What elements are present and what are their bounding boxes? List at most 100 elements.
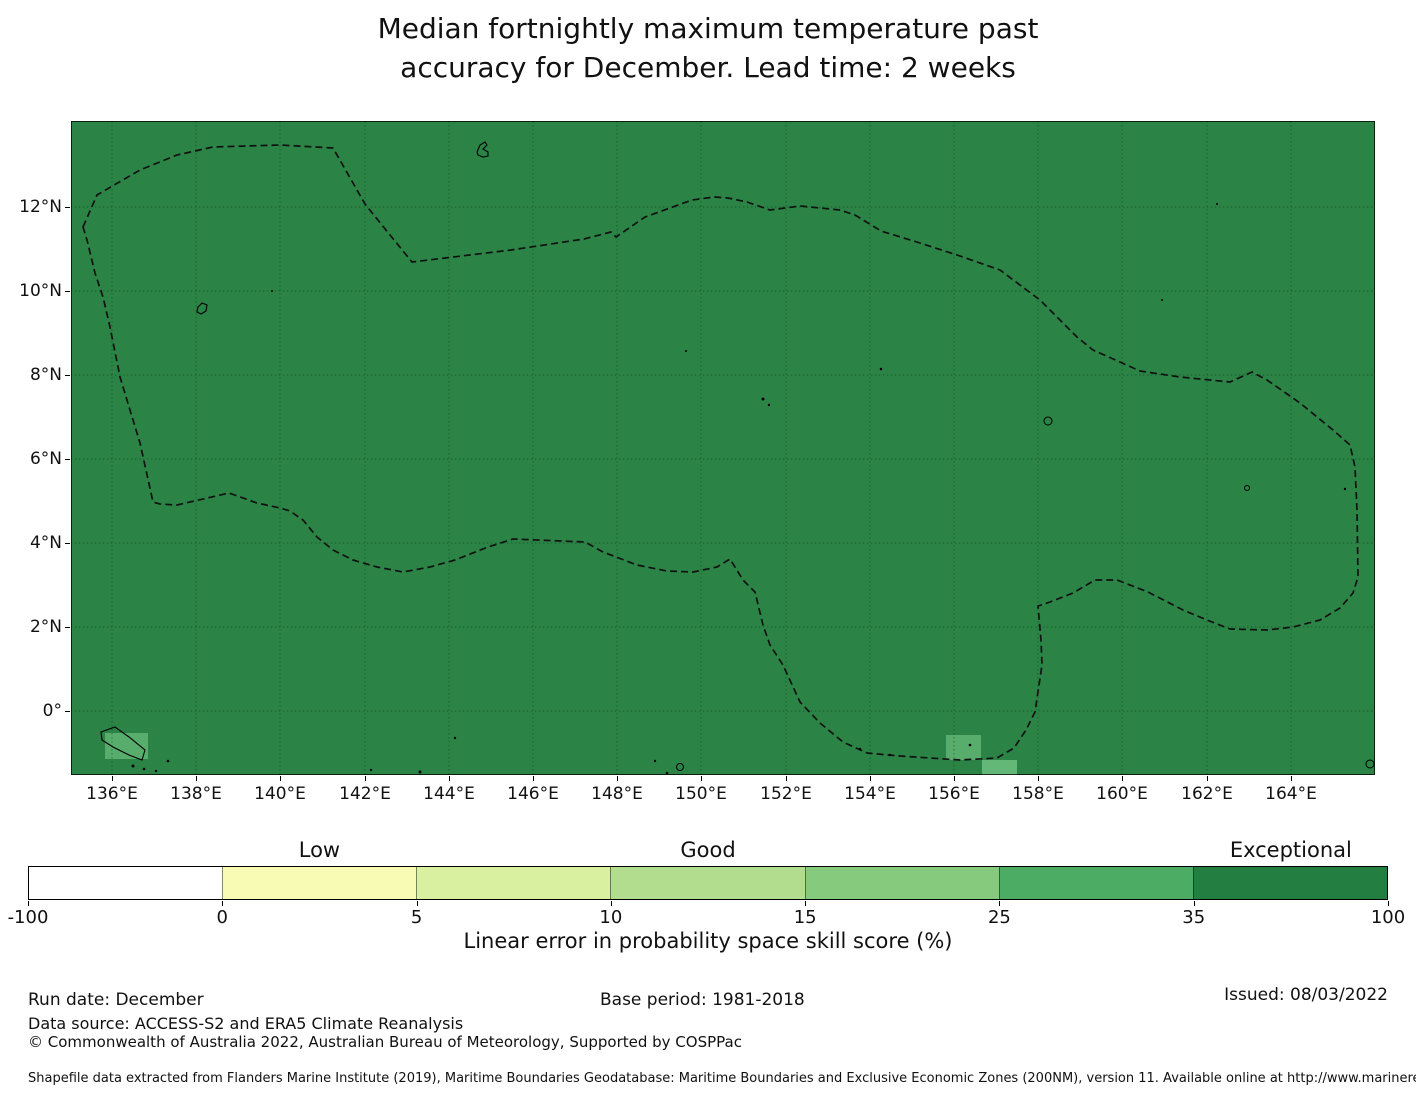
island-dot (418, 770, 422, 774)
colorbar-tickmark (805, 901, 807, 906)
y-axis-tickmark (65, 291, 70, 292)
colorbar-tick-label: 0 (216, 907, 228, 928)
island-dot (1216, 203, 1218, 205)
x-axis-tickmark (365, 776, 366, 781)
x-axis-tickmark (786, 776, 787, 781)
island-outline (196, 302, 208, 315)
y-axis-tick-label: 0° (42, 701, 62, 721)
colorbar-axis-label: Linear error in probability space skill … (463, 929, 953, 953)
y-axis-tick-label: 12°N (19, 197, 62, 217)
x-axis-tickmark (617, 776, 618, 781)
x-axis-tick-label: 164°E (1265, 784, 1317, 804)
island-dot (271, 290, 273, 292)
x-axis-tickmark (1038, 776, 1039, 781)
island-dot (369, 768, 373, 772)
x-axis-tick-label: 144°E (423, 784, 475, 804)
x-axis-tick-label: 138°E (170, 784, 222, 804)
island-dot (1343, 487, 1347, 491)
island-dot (154, 769, 158, 773)
chart-title-line-1: Median fortnightly maximum temperature p… (377, 12, 1039, 45)
atoll-outline (1244, 485, 1250, 491)
island-dot (767, 403, 771, 407)
x-axis-tickmark (870, 776, 871, 781)
island-dot (653, 759, 657, 763)
colorbar-tickmark (1193, 901, 1195, 906)
y-axis-tick-label: 2°N (29, 617, 62, 637)
map-canvas (71, 121, 1375, 775)
island-outline (476, 141, 489, 158)
colorbar-tickmark (28, 901, 29, 906)
x-axis-tickmark (1207, 776, 1208, 781)
x-axis-tickmark (449, 776, 450, 781)
colorbar-category-label: Exceptional (1229, 838, 1352, 862)
island-dot (131, 764, 135, 768)
x-axis-tick-label: 156°E (928, 784, 980, 804)
colorbar-segment (1192, 867, 1387, 899)
island-dot (968, 743, 972, 747)
y-axis-tickmark (65, 459, 70, 460)
x-axis-tickmark (954, 776, 955, 781)
eez-boundary-line (82, 144, 1359, 761)
island-dot (166, 759, 170, 763)
issued-date-text: Issued: 08/03/2022 (1224, 985, 1388, 1005)
colorbar-category-label: Good (680, 838, 736, 862)
x-axis-tick-label: 154°E (844, 784, 896, 804)
chart-title: Median fortnightly maximum temperature p… (0, 9, 1416, 87)
colorbar-tick-label: 25 (987, 907, 1011, 928)
map-border (71, 121, 1375, 775)
chart-title-line-2: accuracy for December. Lead time: 2 week… (400, 51, 1016, 84)
colorbar (28, 866, 1388, 900)
colorbar-segment (610, 867, 805, 899)
y-axis-tick-label: 8°N (29, 365, 62, 385)
colorbar-tickmark (416, 901, 418, 906)
island-dot (879, 367, 883, 371)
island-dot (685, 350, 687, 352)
x-axis-tickmark (533, 776, 534, 781)
y-axis-tickmark (65, 711, 70, 712)
x-axis-tick-label: 142°E (339, 784, 391, 804)
y-axis-tickmark (65, 627, 70, 628)
colorbar-tickmark (222, 901, 224, 906)
y-axis-tick-label: 10°N (19, 281, 62, 301)
colorbar-segment (29, 867, 223, 899)
copyright-text: © Commonwealth of Australia 2022, Austra… (28, 1033, 742, 1051)
x-axis-tick-label: 146°E (507, 784, 559, 804)
island-dot (665, 771, 669, 775)
colorbar-segment (416, 867, 611, 899)
island-dot (142, 767, 146, 771)
x-axis-tick-label: 150°E (675, 784, 727, 804)
y-axis-tick-label: 4°N (29, 533, 62, 553)
atoll-outline (1043, 416, 1053, 426)
map-plot (71, 121, 1375, 775)
base-period-text: Base period: 1981-2018 (600, 990, 805, 1010)
colorbar-category-label: Low (298, 838, 341, 862)
x-axis-tickmark (701, 776, 702, 781)
colorbar-tick-label: 100 (1370, 907, 1406, 928)
x-axis-tick-label: 152°E (760, 784, 812, 804)
colorbar-segment (998, 867, 1193, 899)
colorbar-tick-label: 10 (599, 907, 623, 928)
atoll-outline (676, 763, 684, 771)
island-dot (888, 753, 892, 757)
x-axis-tickmark (1291, 776, 1292, 781)
x-axis-tickmark (112, 776, 113, 781)
x-axis-tick-label: 160°E (1096, 784, 1148, 804)
skill-patch (982, 760, 1017, 775)
colorbar-segment (222, 867, 417, 899)
y-axis-tickmark (65, 207, 70, 208)
skill-patch (946, 735, 981, 760)
x-axis-tickmark (280, 776, 281, 781)
shapefile-note-text: Shapefile data extracted from Flanders M… (28, 1071, 1416, 1086)
colorbar-tickmark (999, 901, 1001, 906)
colorbar-tick-label: 5 (410, 907, 423, 928)
map-ocean-fill (71, 121, 1375, 775)
y-axis-tick-label: 6°N (29, 449, 62, 469)
island-dot (858, 747, 862, 751)
x-axis-tick-label: 162°E (1181, 784, 1233, 804)
colorbar-tick-label: -100 (7, 907, 49, 928)
colorbar-segment (804, 867, 999, 899)
colorbar-tick-label: 35 (1182, 907, 1206, 928)
x-axis-tickmark (196, 776, 197, 781)
y-axis-tickmark (65, 543, 70, 544)
